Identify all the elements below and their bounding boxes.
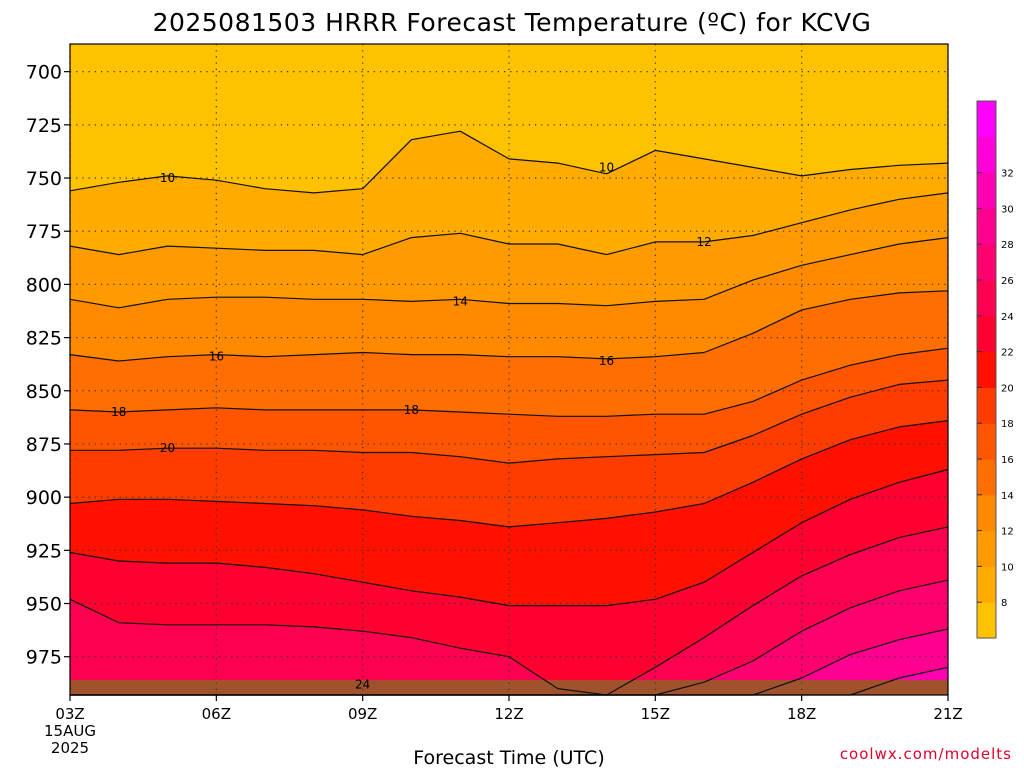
contour-line-24 <box>69 468 949 607</box>
contour-label-5: 16 <box>599 354 614 368</box>
contour-line-10 <box>69 130 949 194</box>
x-tick-label-12: 15Z <box>641 705 670 723</box>
contour-label-4: 16 <box>209 350 224 364</box>
x-tick-label-3: 06Z <box>202 705 231 723</box>
contour-label-0: 10 <box>160 171 175 185</box>
colorbar-swatch-4 <box>977 459 996 496</box>
temperature-fills <box>70 44 948 695</box>
y-tick-label-975: 975 <box>26 647 62 669</box>
colorbar-swatch-14 <box>977 101 996 138</box>
colorbar-label-20: 20 <box>1001 383 1014 394</box>
colorbar-label-14: 14 <box>1001 491 1014 502</box>
x-tick-label-15: 18Z <box>787 705 816 723</box>
x-tick-label-6: 09Z <box>348 705 377 723</box>
contour-labels: 10 10 12 14 16 16 18 18 20 24 <box>111 160 712 691</box>
colorbar-swatch-6 <box>977 387 996 424</box>
ground-surface <box>70 680 948 695</box>
contour-label-7: 18 <box>404 403 419 417</box>
colorbar-swatch-7 <box>977 351 996 388</box>
x-tick-year: 2025 <box>51 739 89 757</box>
y-tick-label-775: 775 <box>26 221 62 243</box>
colorbar-swatch-13 <box>977 136 996 174</box>
contour-label-1: 10 <box>599 160 614 174</box>
colorbar-swatch-2 <box>977 530 996 567</box>
y-tick-label-700: 700 <box>26 62 62 84</box>
colorbar-frame <box>976 100 997 639</box>
y-tick-label-750: 750 <box>26 168 62 190</box>
y-tick-label-825: 825 <box>26 328 62 350</box>
x-tick-label-0: 03Z <box>55 705 84 723</box>
contour-label-3: 14 <box>453 294 468 308</box>
colorbar-label-18: 18 <box>1001 419 1014 430</box>
contour-label-6: 18 <box>111 405 126 419</box>
y-tick-label-950: 950 <box>26 594 62 616</box>
credit-link[interactable]: coolwx.com/modelts <box>840 745 1012 763</box>
y-axis: 700 725 750 775 800 825 850 875 900 925 950 975 <box>26 62 70 669</box>
contour-label-8: 20 <box>160 441 175 455</box>
y-tick-label-900: 900 <box>26 487 62 509</box>
contour-line-18 <box>69 347 949 417</box>
colorbar: 8 10 12 14 16 18 20 22 24 26 28 30 32 <box>976 100 1014 639</box>
colorbar-swatch-0 <box>977 602 996 639</box>
colorbar-label-28: 28 <box>1001 240 1014 251</box>
colorbar-swatch-3 <box>977 494 996 532</box>
colorbar-label-12: 12 <box>1001 527 1014 538</box>
colorbar-swatch-11 <box>977 208 996 245</box>
colorbar-label-16: 16 <box>1001 455 1014 466</box>
colorbar-swatch-8 <box>977 315 996 353</box>
colorbar-label-22: 22 <box>1001 348 1014 359</box>
y-tick-label-850: 850 <box>26 381 62 403</box>
colorbar-swatch-12 <box>977 172 996 209</box>
x-tick-date: 15AUG <box>44 722 96 740</box>
contour-line-14 <box>69 237 949 309</box>
fill-above-26 <box>70 526 948 695</box>
colorbar-label-8: 8 <box>1001 598 1007 609</box>
colorbar-swatch-1 <box>977 566 996 603</box>
contour-line-12 <box>69 192 949 256</box>
colorbar-swatch-9 <box>977 280 996 317</box>
y-tick-label-925: 925 <box>26 540 62 562</box>
colorbar-label-10: 10 <box>1001 562 1014 573</box>
colorbar-label-32: 32 <box>1001 169 1014 180</box>
contour-line-16 <box>69 290 949 362</box>
contour-line-26 <box>69 526 949 696</box>
colorbar-label-30: 30 <box>1001 204 1014 215</box>
y-tick-label-725: 725 <box>26 115 62 137</box>
chart-title: 2025081503 HRRR Forecast Temperature (ºC… <box>153 8 872 37</box>
contour-line-20 <box>70 379 949 464</box>
contour-label-2: 12 <box>696 235 711 249</box>
colorbar-label-24: 24 <box>1001 312 1014 323</box>
x-tick-label-9: 12Z <box>494 705 523 723</box>
colorbar-label-26: 26 <box>1001 276 1014 287</box>
contour-line-22 <box>69 420 949 528</box>
y-tick-label-800: 800 <box>26 274 62 296</box>
grid-lines <box>69 44 949 695</box>
x-tick-label-18: 21Z <box>933 705 962 723</box>
colorbar-swatch-5 <box>977 423 996 460</box>
x-axis-label: Forecast Time (UTC) <box>413 747 604 768</box>
contour-label-9: 24 <box>355 677 370 691</box>
y-tick-label-875: 875 <box>26 434 62 456</box>
colorbar-swatch-10 <box>977 244 996 281</box>
